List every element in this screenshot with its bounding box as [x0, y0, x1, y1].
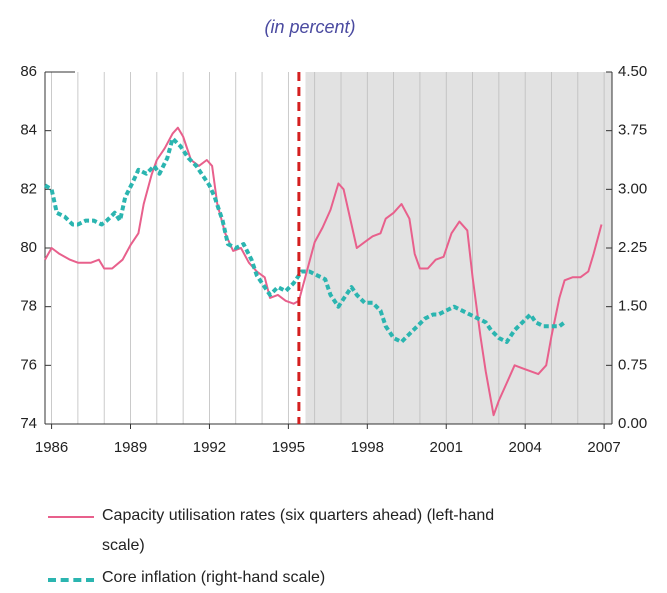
legend-swatch: [48, 516, 94, 518]
legend-label: Capacity utilisation rates (six quarters…: [102, 507, 495, 554]
y2-tick-label: 3.75: [618, 122, 647, 139]
data-line: [43, 136, 566, 344]
x-tick-label: 1992: [193, 439, 226, 456]
data-line: [44, 126, 603, 417]
y-tick-label: 80: [20, 239, 37, 256]
y2-tick-label: 1.50: [618, 298, 647, 315]
x-tick-label: 1998: [351, 439, 384, 456]
chart-title: (in percent): [264, 17, 355, 37]
y-tick-label: 86: [20, 63, 37, 80]
x-tick-label: 2001: [430, 439, 463, 456]
legend-item: Core inflation (right-hand scale): [48, 568, 502, 593]
chart: (in percent) 1986 1989 1992 1995 1998 2001 200…: [20, 17, 647, 456]
x-tick-label: 1989: [114, 439, 147, 456]
y2-tick-label: 2.25: [618, 239, 647, 256]
legend-label: Core inflation (right-hand scale): [102, 569, 326, 586]
x-tick-label: 2007: [587, 439, 620, 456]
y2-tick-label: 4.50: [618, 63, 647, 80]
y2-tick-label: 0.75: [618, 356, 647, 373]
y-tick-label: 82: [20, 180, 37, 197]
shaded-region: [305, 72, 612, 424]
y-tick-label: 84: [20, 122, 37, 139]
y-tick-label: 76: [20, 356, 37, 373]
y-tick-label: 74: [20, 415, 37, 432]
y-tick-label: 78: [20, 298, 37, 315]
y2-tick-label: 3.00: [618, 180, 647, 197]
x-tick-label: 1995: [272, 439, 305, 456]
x-tick-label: 2004: [508, 439, 541, 456]
x-tick-label: 1986: [35, 439, 68, 456]
y2-tick-label: 0.00: [618, 415, 647, 432]
legend-swatch: [48, 578, 94, 582]
legend-item: Capacity utilisation rates (six quarters…: [48, 506, 502, 561]
